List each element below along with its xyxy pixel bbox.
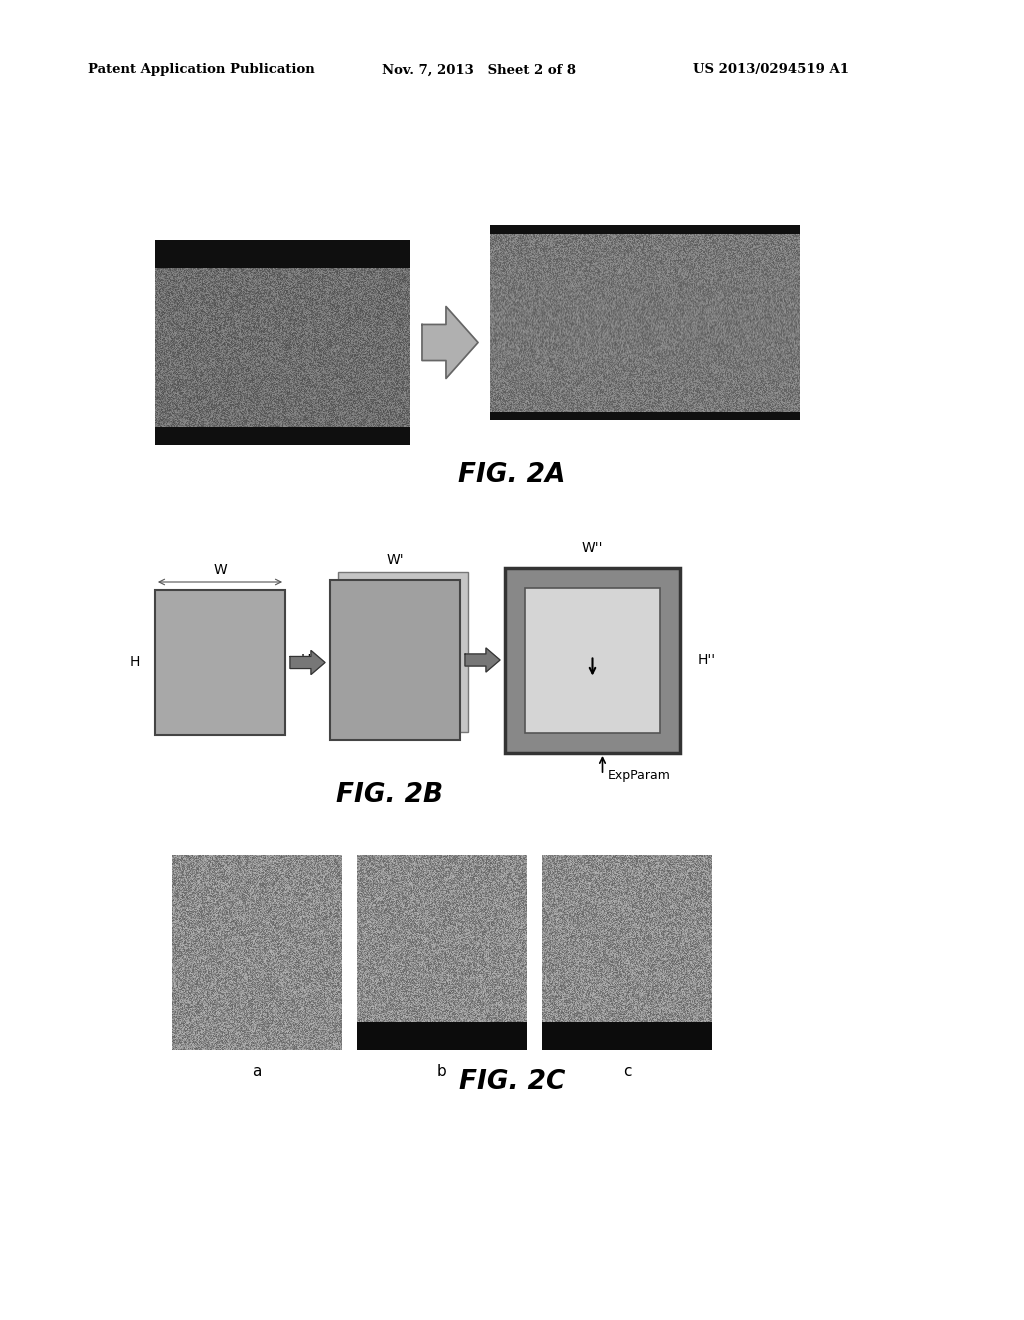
- Text: US 2013/0294519 A1: US 2013/0294519 A1: [693, 63, 849, 77]
- Text: H'': H'': [698, 653, 716, 668]
- Text: W: W: [213, 564, 227, 577]
- Text: Nov. 7, 2013   Sheet 2 of 8: Nov. 7, 2013 Sheet 2 of 8: [382, 63, 575, 77]
- Text: W'': W'': [582, 541, 603, 554]
- Text: c: c: [623, 1064, 631, 1080]
- Text: FIG. 2C: FIG. 2C: [459, 1069, 565, 1096]
- Text: b: b: [437, 1064, 446, 1080]
- Text: Patent Application Publication: Patent Application Publication: [88, 63, 314, 77]
- Bar: [525, 587, 660, 733]
- Text: H': H': [301, 653, 315, 667]
- Bar: [505, 568, 680, 752]
- Text: ExpParam: ExpParam: [607, 768, 671, 781]
- Text: a: a: [252, 1064, 262, 1080]
- Bar: [338, 572, 468, 733]
- Text: FIG. 2A: FIG. 2A: [459, 462, 565, 488]
- Text: FIG. 2B: FIG. 2B: [337, 781, 443, 808]
- Bar: [155, 590, 285, 735]
- Bar: [330, 579, 460, 741]
- Text: W': W': [386, 553, 403, 568]
- Text: H: H: [130, 656, 140, 669]
- Polygon shape: [465, 648, 500, 672]
- Polygon shape: [290, 651, 325, 675]
- Polygon shape: [422, 306, 478, 379]
